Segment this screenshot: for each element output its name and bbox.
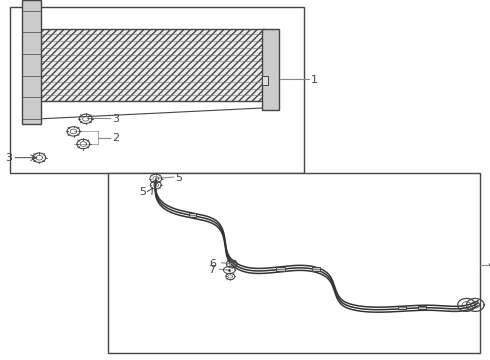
Bar [10, 7, 304, 173]
Bar [108, 173, 480, 353]
Text: 6: 6 [210, 258, 217, 269]
Bar [262, 76, 268, 85]
Bar [312, 267, 320, 271]
Text: 5: 5 [175, 173, 182, 183]
Text: 1: 1 [311, 75, 318, 85]
Bar [262, 29, 279, 110]
Text: 3: 3 [5, 153, 12, 163]
Text: 4: 4 [488, 260, 490, 270]
Bar [398, 306, 406, 309]
Bar [418, 306, 426, 309]
Text: 3: 3 [112, 114, 119, 124]
Bar [39, 29, 265, 101]
Text: 2: 2 [112, 133, 119, 143]
Text: 7: 7 [208, 265, 215, 275]
Bar [189, 213, 196, 217]
Bar [22, 0, 41, 124]
Text: 5: 5 [140, 186, 147, 197]
Bar [276, 267, 285, 271]
